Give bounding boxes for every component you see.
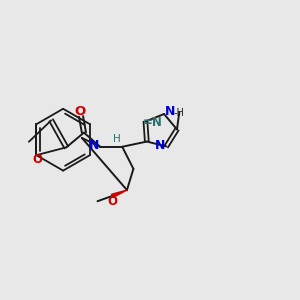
Polygon shape [112,190,127,198]
Text: N: N [89,139,99,152]
Text: N: N [154,139,165,152]
Text: O: O [107,195,117,208]
Text: -H: -H [174,107,185,118]
Text: O: O [32,153,43,167]
Text: N: N [165,105,175,118]
Text: O: O [74,105,85,118]
Text: =N: =N [142,116,162,129]
Text: H: H [113,134,121,143]
